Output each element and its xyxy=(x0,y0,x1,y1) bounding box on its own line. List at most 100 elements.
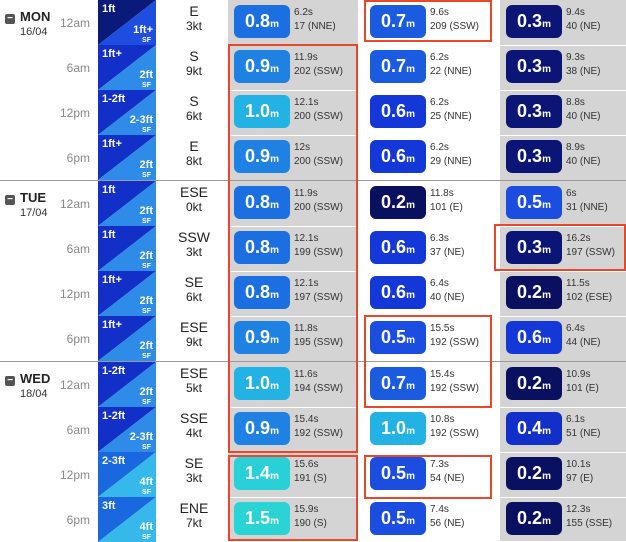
swell-info: 8.8s 40 (NE) xyxy=(566,96,600,124)
swell-period: 11.6s xyxy=(294,369,318,380)
swell-period: 15.9s xyxy=(294,504,319,515)
swell-height-badge: 0.7m xyxy=(370,50,426,83)
wind-direction: SE xyxy=(184,455,204,471)
swell-1-cell: 1.4m 15.6s 191 (S) xyxy=(228,452,358,497)
swell-height-value: 0.6 xyxy=(381,101,407,121)
time-label: 12am xyxy=(59,16,90,30)
swell-height-value: 0.6 xyxy=(517,327,543,347)
forecast-row: 12pm 1-2ft 2-3ft SF S 6kt 1.0m 12.1s 200 (SSW) 0.… xyxy=(0,90,626,135)
collapse-day-button[interactable]: − xyxy=(5,376,15,386)
swell-height-badge: 0.6m xyxy=(370,95,426,128)
swell-period: 12.1s xyxy=(294,97,319,108)
time-label: 6pm xyxy=(66,151,90,165)
swell-height-unit: m xyxy=(542,109,551,120)
time-label: 6pm xyxy=(66,332,90,346)
swell-period: 6.4s xyxy=(430,278,449,289)
wind-cell: SE 3kt xyxy=(166,455,222,486)
swell-height-unit: m xyxy=(406,109,415,120)
swell-info: 15.9s 190 (S) xyxy=(294,503,327,531)
swell-1-cell: 1.0m 12.1s 200 (SSW) xyxy=(228,90,358,135)
swell-1-cell: 0.8m 11.9s 200 (SSW) xyxy=(228,181,358,226)
swell-height-unit: m xyxy=(406,245,415,256)
wind-cell: E 8kt xyxy=(166,139,222,169)
swell-height-unit: m xyxy=(406,471,415,482)
swell-height-value: 0.3 xyxy=(517,56,543,76)
swell-info: 6.2s 25 (NNE) xyxy=(430,96,472,124)
swell-info: 11.6s 194 (SSW) xyxy=(294,368,343,396)
swell-direction: 209 (SSW) xyxy=(430,21,479,32)
swell-height-badge: 0.6m xyxy=(506,321,562,354)
swell-height-unit: m xyxy=(270,335,279,346)
swell-info: 15.4s 192 (SSW) xyxy=(430,368,479,396)
wind-direction: ESE xyxy=(179,365,208,381)
surf-min-label: 1ft+ xyxy=(102,48,122,60)
day-date: 17/04 xyxy=(20,207,48,219)
wind-direction: S xyxy=(189,93,199,109)
surf-sf-label: SF xyxy=(142,489,151,496)
swell-height-value: 1.0 xyxy=(381,418,407,438)
swell-height-unit: m xyxy=(270,109,279,120)
swell-info: 12.1s 199 (SSW) xyxy=(294,232,343,260)
swell-height-value: 0.2 xyxy=(517,282,543,302)
swell-height-unit: m xyxy=(542,245,551,256)
surf-min-label: 1ft+ xyxy=(102,274,122,286)
swell-info: 6.1s 51 (NE) xyxy=(566,413,600,441)
wind-cell: SSW 3kt xyxy=(166,230,222,260)
swell-direction: 200 (SSW) xyxy=(294,156,343,167)
swell-period: 15.6s xyxy=(294,459,319,470)
surf-height-block: 1-2ft 2-3ft SF xyxy=(98,407,156,452)
swell-height-unit: m xyxy=(270,290,279,301)
swell-height-badge: 0.8m xyxy=(234,5,290,38)
surf-min-label: 1ft+ xyxy=(102,138,122,150)
swell-direction: 44 (NE) xyxy=(566,337,601,348)
swell-height-unit: m xyxy=(542,200,551,211)
collapse-day-button[interactable]: − xyxy=(5,14,15,24)
surf-max-label: 2ft xyxy=(139,205,153,217)
swell-2-cell: 0.7m 6.2s 22 (NNE) xyxy=(364,45,494,90)
forecast-row: 6pm 1ft+ 2ft SF ESE 9kt 0.9m 11.8s 195 (SSW) 0.5m… xyxy=(0,316,626,361)
swell-height-unit: m xyxy=(270,154,279,165)
surf-max-label: 4ft xyxy=(139,521,153,533)
swell-height-badge: 1.0m xyxy=(234,367,290,400)
swell-height-value: 0.8 xyxy=(245,237,271,257)
swell-period: 15.4s xyxy=(294,414,319,425)
swell-direction: 25 (NNE) xyxy=(430,111,472,122)
swell-2-cell: 0.6m 6.4s 40 (NE) xyxy=(364,271,494,316)
swell-2-cell: 0.7m 9.6s 209 (SSW) xyxy=(364,0,494,45)
swell-direction: 155 (SSE) xyxy=(566,518,613,529)
swell-height-badge: 0.7m xyxy=(370,367,426,400)
swell-height-value: 0.8 xyxy=(245,11,271,31)
swell-info: 7.4s 56 (NE) xyxy=(430,503,464,531)
swell-height-value: 0.2 xyxy=(517,463,543,483)
surf-sf-label: SF xyxy=(142,353,151,360)
swell-period: 15.4s xyxy=(430,369,455,380)
swell-period: 6.2s xyxy=(430,142,449,153)
swell-height-value: 0.6 xyxy=(381,237,407,257)
collapse-day-button[interactable]: − xyxy=(5,195,15,205)
swell-direction: 192 (SSW) xyxy=(430,383,479,394)
swell-height-badge: 0.9m xyxy=(234,321,290,354)
swell-height-unit: m xyxy=(270,516,279,527)
swell-3-cell: 0.3m 9.3s 38 (NE) xyxy=(500,45,626,90)
swell-height-badge: 0.8m xyxy=(234,186,290,219)
surf-gradient-graphic xyxy=(98,316,156,361)
swell-height-unit: m xyxy=(270,426,279,437)
surf-gradient-graphic xyxy=(98,181,156,226)
surf-height-block: 3ft 4ft SF xyxy=(98,497,156,542)
swell-period: 9.3s xyxy=(566,52,585,63)
swell-period: 16.2s xyxy=(566,233,591,244)
swell-direction: 199 (SSW) xyxy=(294,247,343,258)
surf-max-label: 2ft xyxy=(139,250,153,262)
swell-height-badge: 0.2m xyxy=(370,186,426,219)
wind-speed: 3kt xyxy=(185,245,202,259)
swell-height-value: 0.9 xyxy=(245,327,271,347)
day-date: 18/04 xyxy=(20,388,48,400)
swell-period: 15.5s xyxy=(430,323,455,334)
swell-height-badge: 0.6m xyxy=(370,231,426,264)
time-label: 12am xyxy=(59,197,90,211)
swell-height-unit: m xyxy=(542,426,551,437)
swell-info: 8.9s 40 (NE) xyxy=(566,141,600,169)
surf-max-triangle xyxy=(98,90,156,135)
wind-speed: 4kt xyxy=(185,426,202,440)
swell-height-unit: m xyxy=(542,64,551,75)
